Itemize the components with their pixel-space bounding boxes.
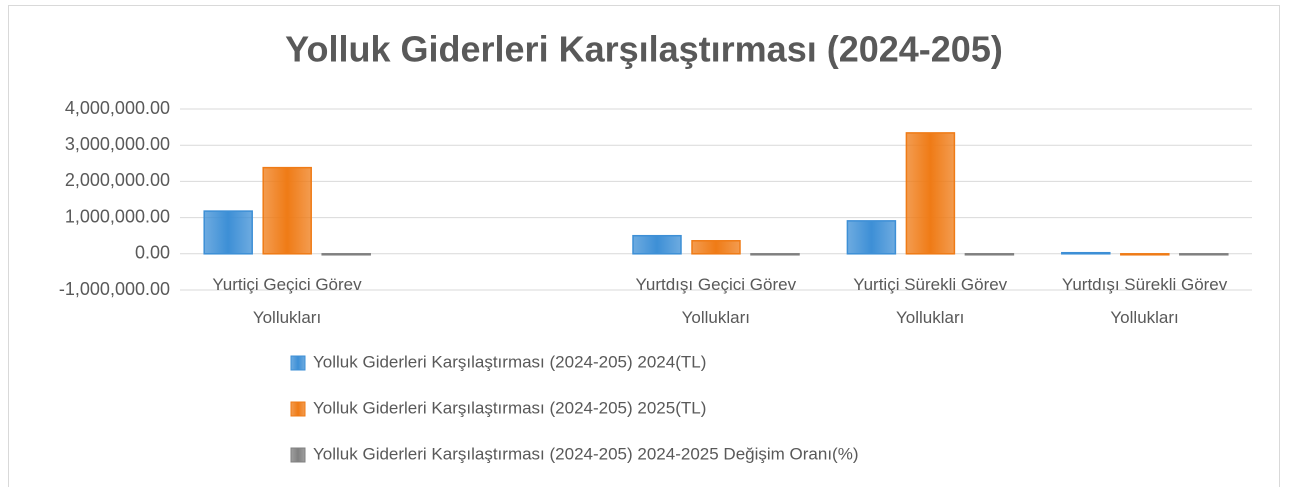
bar [846, 220, 897, 255]
y-tick-label: -1,000,000.00 [59, 279, 170, 299]
y-tick-label: 3,000,000.00 [65, 134, 170, 154]
legend-label: Yolluk Giderleri Karşılaştırması (2024-2… [313, 444, 859, 463]
y-tick-label: 1,000,000.00 [65, 206, 170, 226]
y-tick-label: 4,000,000.00 [65, 98, 170, 118]
bar [905, 132, 956, 255]
bar [203, 210, 253, 255]
bar [1061, 251, 1111, 255]
bar [321, 253, 371, 256]
chart-title: Yolluk Giderleri Karşılaştırması (2024-2… [285, 29, 1003, 70]
x-tick-label: Yurtdışı Geçici Görev Yollukları [635, 275, 797, 327]
bar [1179, 253, 1229, 256]
legend-swatch [290, 447, 306, 463]
x-tick-label: Yurtiçi Sürekli Görev Yollukları [853, 275, 1008, 327]
bar [1120, 253, 1170, 256]
bar [262, 166, 312, 255]
bar [964, 253, 1015, 256]
legend-label: Yolluk Giderleri Karşılaştırması (2024-2… [313, 352, 706, 371]
chart-border [8, 5, 1280, 487]
bar [750, 253, 800, 256]
bar [691, 240, 741, 255]
x-tick-label: Yurtdışı Sürekli Görev Yollukları [1061, 275, 1228, 327]
bar [632, 234, 682, 255]
x-tick-label: Yurtiçi Geçici Görev Yollukları [212, 275, 362, 327]
legend-swatch [290, 401, 306, 417]
legend-label: Yolluk Giderleri Karşılaştırması (2024-2… [313, 398, 706, 417]
legend-swatch [290, 355, 306, 371]
y-tick-label: 0.00 [135, 243, 170, 263]
y-tick-label: 2,000,000.00 [65, 170, 170, 190]
